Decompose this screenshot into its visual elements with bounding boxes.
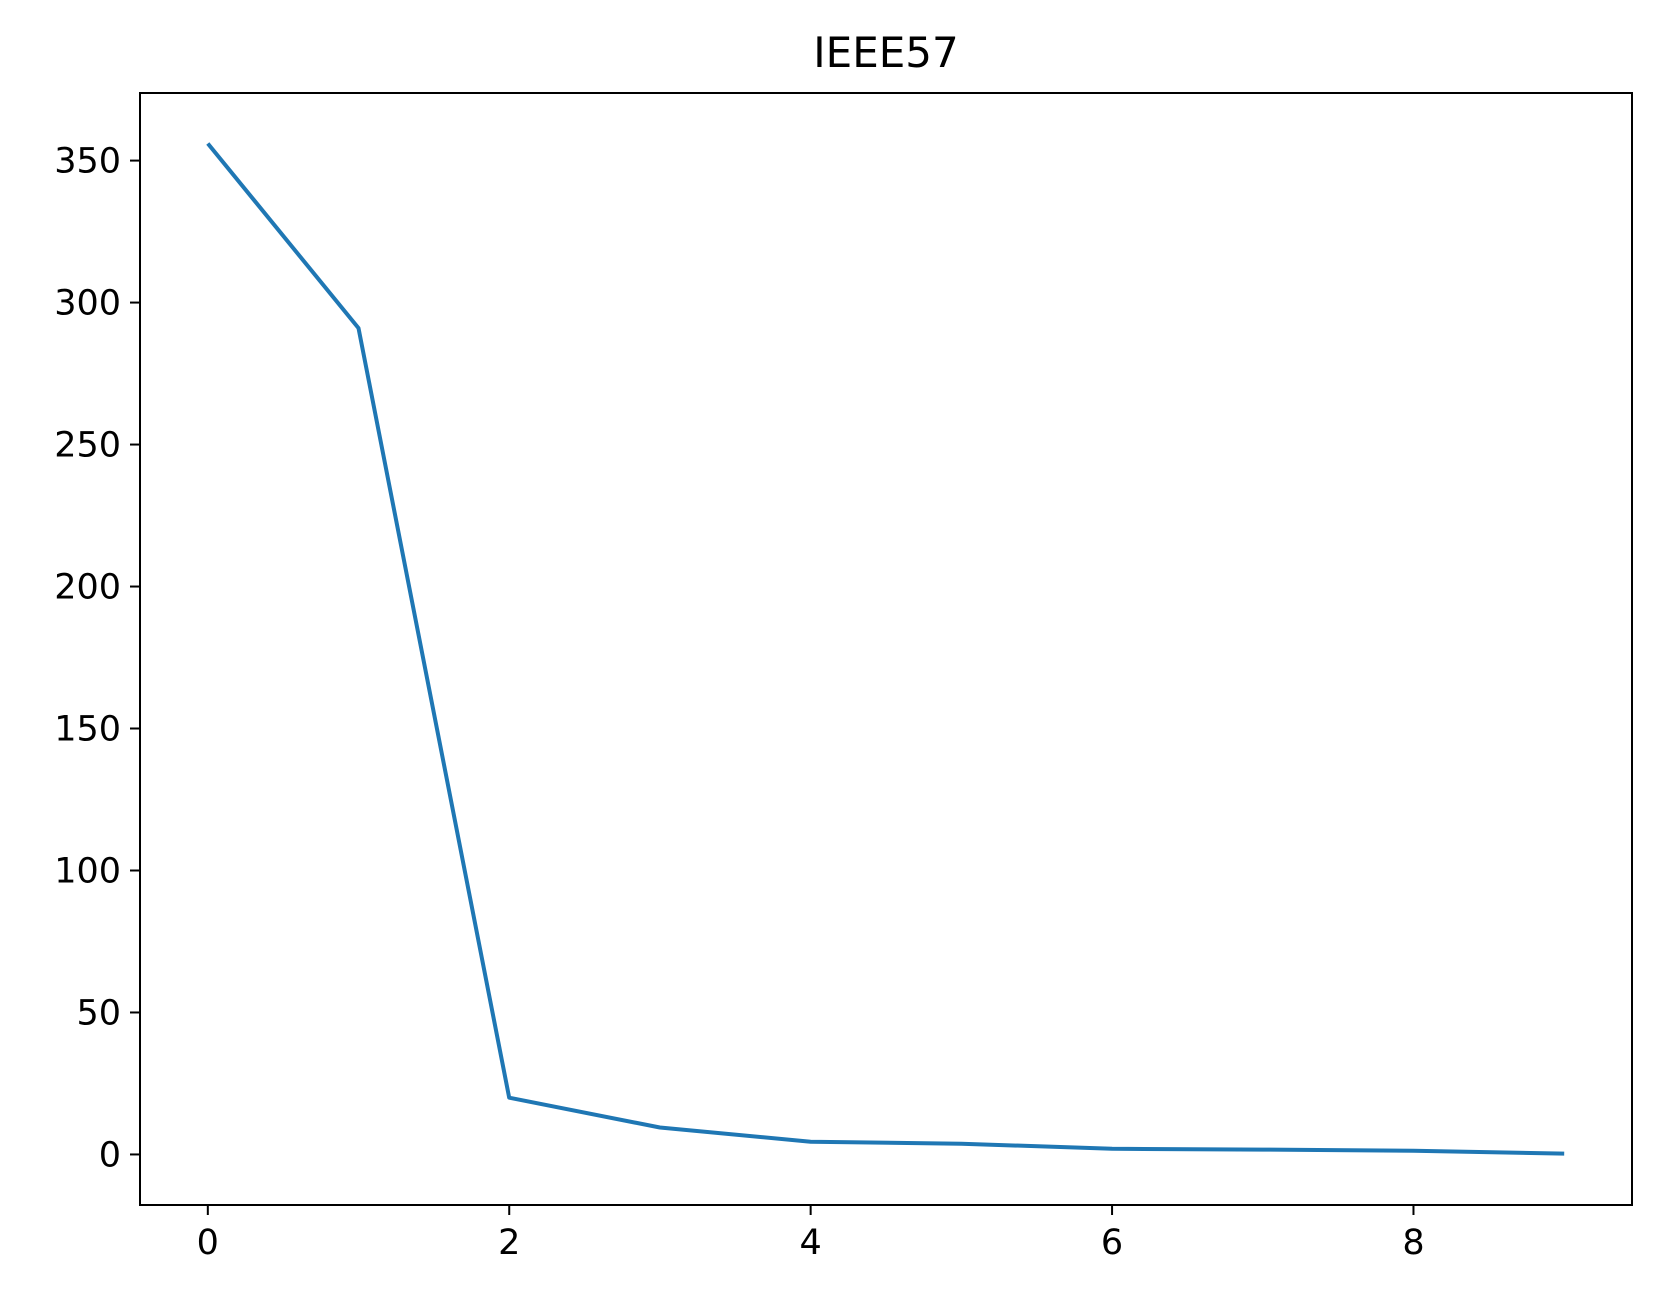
y-tick-label: 250 (54, 426, 121, 466)
x-tick-label: 2 (498, 1223, 520, 1263)
axes-frame (139, 92, 1633, 1206)
y-tick-label: 100 (54, 851, 121, 891)
y-tick-label: 200 (54, 568, 121, 608)
y-tick-label: 350 (54, 142, 121, 182)
series-line-0 (206, 142, 1565, 1156)
x-tick-label: 6 (1101, 1223, 1123, 1263)
y-tick-label: 50 (76, 993, 121, 1033)
x-tick-label: 0 (197, 1223, 219, 1263)
x-axis: 0 2 4 6 8 (197, 1205, 1425, 1263)
y-tick-label: 150 (54, 710, 121, 750)
y-tick-label: 0 (99, 1135, 121, 1175)
chart-title: IEEE57 (813, 28, 958, 77)
y-tick-label: 300 (54, 284, 121, 324)
plot-area (206, 142, 1565, 1156)
x-tick-label: 8 (1402, 1223, 1424, 1263)
y-axis: 0 50 100 150 200 250 300 350 (54, 142, 140, 1175)
x-tick-label: 4 (800, 1223, 822, 1263)
